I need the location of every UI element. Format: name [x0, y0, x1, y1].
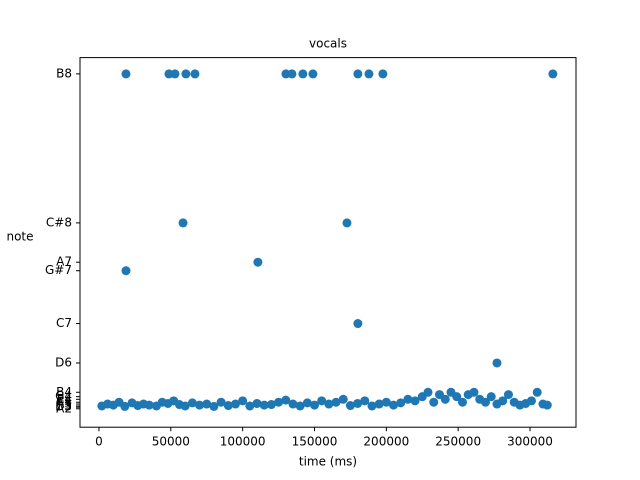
point	[364, 69, 374, 79]
point	[295, 401, 305, 411]
point	[245, 401, 255, 411]
point	[548, 69, 558, 79]
y-tick-label: G#7	[45, 263, 72, 277]
point	[202, 399, 212, 409]
plot-frame	[79, 57, 577, 428]
point	[353, 398, 363, 408]
point	[440, 394, 450, 404]
chart-title: vocals	[309, 37, 347, 51]
y-tick-label: C#8	[46, 215, 72, 229]
point	[503, 390, 513, 400]
point	[170, 69, 180, 79]
point	[287, 69, 297, 79]
point	[486, 392, 496, 402]
y-tick-label: F3	[57, 398, 72, 412]
point	[180, 401, 190, 411]
point	[457, 397, 467, 407]
point	[238, 396, 248, 406]
point	[480, 397, 490, 407]
point	[120, 401, 130, 411]
point	[187, 398, 197, 408]
point	[423, 387, 433, 397]
y-tick-label: B4	[56, 385, 72, 399]
y-tick-label: C4	[56, 395, 72, 409]
point	[298, 69, 308, 79]
y-axis-label: note	[6, 230, 33, 244]
point	[389, 400, 399, 410]
point	[223, 401, 233, 411]
x-tick-label: 100000	[220, 435, 266, 449]
point	[121, 69, 131, 79]
point	[259, 400, 269, 410]
point	[498, 396, 508, 406]
x-axis-label: time (ms)	[299, 455, 357, 469]
y-tick-label: G4	[55, 389, 72, 403]
x-tick-label: 0	[95, 435, 103, 449]
y-tick-label: A7	[56, 255, 72, 269]
y-tick-label: A2	[56, 401, 72, 415]
point	[410, 396, 420, 406]
point	[367, 401, 377, 411]
y-tick-label: A3	[56, 397, 72, 411]
point	[492, 358, 502, 368]
x-tick-label: 150000	[292, 435, 338, 449]
point	[302, 398, 312, 408]
point	[452, 392, 462, 402]
point	[542, 400, 552, 410]
y-tick-label: B8	[56, 66, 72, 80]
point	[181, 69, 191, 79]
point	[253, 257, 263, 267]
point	[396, 398, 406, 408]
point	[288, 399, 298, 409]
y-tick-label: C7	[56, 316, 72, 330]
point	[403, 394, 413, 404]
point	[144, 400, 154, 410]
point	[532, 387, 542, 397]
y-tick-label: D3	[55, 400, 72, 414]
point	[324, 399, 334, 409]
point	[178, 218, 188, 228]
point	[266, 400, 276, 410]
point	[374, 399, 384, 409]
point	[331, 397, 341, 407]
x-tick-label: 50000	[152, 435, 190, 449]
point	[342, 218, 352, 228]
x-tick-label: 300000	[507, 435, 553, 449]
point	[317, 396, 327, 406]
x-tick-label: 200000	[363, 435, 409, 449]
point	[469, 387, 479, 397]
point	[429, 397, 439, 407]
y-tick-label: D6	[55, 355, 72, 369]
point	[190, 69, 200, 79]
point	[360, 396, 370, 406]
point	[230, 399, 240, 409]
point	[209, 401, 219, 411]
x-tick-label: 250000	[435, 435, 481, 449]
point	[274, 397, 284, 407]
point	[378, 69, 388, 79]
point	[381, 397, 391, 407]
point	[121, 266, 131, 276]
point	[338, 394, 348, 404]
point	[345, 401, 355, 411]
point	[309, 400, 319, 410]
point	[353, 319, 363, 329]
point	[216, 397, 226, 407]
point	[353, 69, 363, 79]
point	[252, 398, 262, 408]
y-tick-label: E4	[57, 392, 72, 406]
point	[281, 395, 291, 405]
point	[308, 69, 318, 79]
point	[526, 396, 536, 406]
point	[195, 400, 205, 410]
